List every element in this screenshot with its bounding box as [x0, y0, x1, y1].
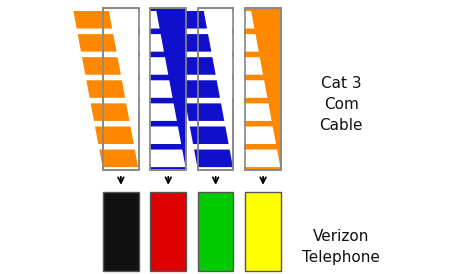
Polygon shape: [237, 127, 276, 144]
Polygon shape: [224, 57, 263, 75]
Polygon shape: [99, 150, 138, 167]
Polygon shape: [86, 80, 125, 98]
Polygon shape: [142, 127, 181, 144]
Polygon shape: [216, 11, 255, 28]
Bar: [246, 8, 281, 170]
Bar: [151, 8, 186, 170]
Polygon shape: [185, 103, 224, 121]
Bar: [103, 192, 138, 271]
Polygon shape: [177, 57, 216, 75]
Polygon shape: [82, 57, 121, 75]
Bar: [151, 192, 186, 271]
Polygon shape: [173, 34, 211, 52]
Polygon shape: [125, 34, 164, 52]
Polygon shape: [95, 127, 134, 144]
Polygon shape: [228, 80, 267, 98]
Polygon shape: [190, 127, 228, 144]
Bar: [198, 192, 233, 271]
Polygon shape: [168, 11, 207, 28]
Bar: [103, 8, 138, 170]
Polygon shape: [78, 34, 117, 52]
Bar: [151, 8, 186, 170]
Polygon shape: [91, 103, 129, 121]
Bar: [246, 192, 281, 271]
Polygon shape: [241, 150, 280, 167]
Bar: [103, 8, 138, 170]
Bar: [198, 8, 233, 170]
Bar: [198, 8, 233, 170]
Polygon shape: [194, 150, 233, 167]
Polygon shape: [146, 150, 185, 167]
Polygon shape: [220, 34, 259, 52]
Polygon shape: [134, 80, 173, 98]
Text: Cat 3
Com
Cable: Cat 3 Com Cable: [319, 76, 363, 133]
Polygon shape: [121, 11, 160, 28]
Polygon shape: [138, 103, 177, 121]
Polygon shape: [181, 80, 220, 98]
Bar: [246, 8, 281, 170]
Polygon shape: [73, 11, 112, 28]
Polygon shape: [129, 57, 168, 75]
Text: Verizon
Telephone: Verizon Telephone: [302, 229, 380, 265]
Polygon shape: [233, 103, 272, 121]
